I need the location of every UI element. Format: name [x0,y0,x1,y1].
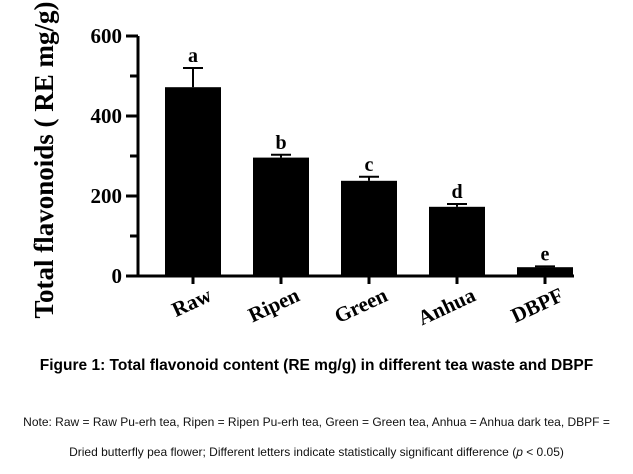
x-tick-label-anhua: Anhua [414,283,480,331]
significance-letter-dbpf: e [541,243,550,265]
y-axis-label: Total flavonoids ( RE mg/g) [29,1,59,318]
note-line-2: Dried butterfly pea flower; Different le… [6,437,627,467]
y-ticks-group: 0 200 400 600 [91,24,138,288]
bar-anhua [429,206,485,276]
x-tick-labels-group: Raw Ripen Green Anhua DBPF [168,276,567,330]
x-tick-label-green: Green [331,283,392,328]
significance-letter-ripen: b [275,132,286,154]
significance-letter-anhua: d [451,181,462,203]
note-line-1: Note: Raw = Raw Pu-erh tea, Ripen = Ripe… [23,415,610,429]
significance-letter-green: c [365,154,374,176]
note-p-threshold: < 0.05) [522,445,564,459]
bar-raw [165,87,221,276]
bar-dbpf [517,267,573,276]
figure-caption: Figure 1: Total flavonoid content (RE mg… [39,357,594,374]
y-tick-label: 0 [112,264,123,288]
bar-ripen [253,157,309,276]
note-line-2-text: Dried butterfly pea flower; Different le… [69,445,517,459]
y-tick-label: 200 [91,184,123,208]
y-tick-label: 600 [91,24,123,48]
bar-chart: Total flavonoids ( RE mg/g) a b c d e 0 200 40… [29,1,574,330]
x-tick-label-dbpf: DBPF [507,283,567,328]
bars-group: a b c d e [165,45,573,276]
significance-letter-raw: a [188,45,198,67]
figure-note: Note: Raw = Raw Pu-erh tea, Ripen = Ripe… [6,407,627,467]
x-tick-label-ripen: Ripen [244,283,303,328]
note-p-symbol: p [516,445,523,459]
y-tick-label: 400 [91,104,123,128]
x-tick-label-raw: Raw [168,282,216,321]
bar-green [341,180,397,276]
